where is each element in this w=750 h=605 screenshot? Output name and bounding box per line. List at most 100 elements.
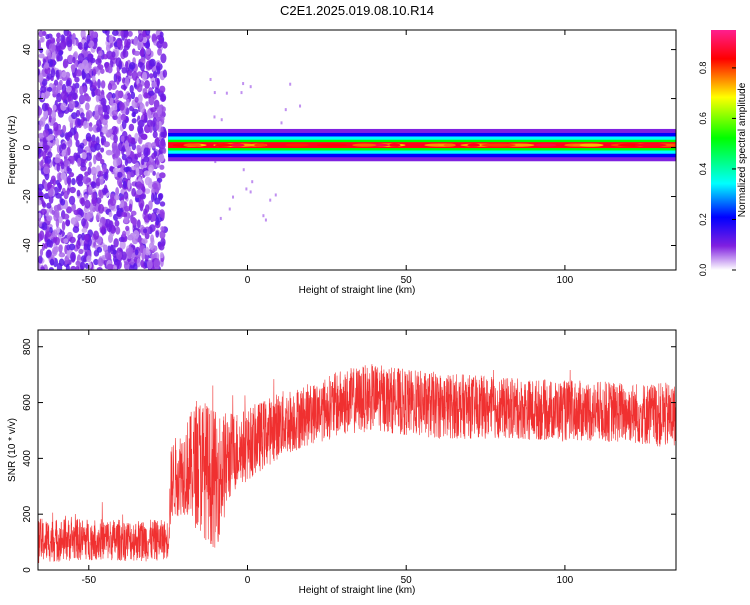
heatmap-cell [53,122,59,132]
heatmap-cell [79,161,86,168]
heatmap-cell [113,73,118,83]
heatmap-cell [159,201,166,207]
heatmap-cell [84,262,90,269]
heatmap-cell [93,258,99,266]
heatmap-cell [161,106,166,113]
heatmap-cell [66,244,71,251]
heatmap-cell [70,265,77,270]
heatmap-cell [91,91,95,98]
heatmap-cell [102,164,107,173]
heatmap-cell [67,30,72,37]
heatmap-cell [46,215,53,222]
heatmap-cell [121,67,127,74]
heatmap-cell [71,202,76,212]
heatmap-cell [150,253,157,259]
heatmap-cell [142,87,148,94]
heatmap-cell [120,251,127,261]
heatmap-cell [213,115,216,119]
heatmap-cell [116,260,122,270]
heatmap-cell [60,162,65,170]
heatmap-cell [114,89,120,100]
heatmap-cell [91,75,96,83]
snr-background [38,330,676,570]
heatmap-y-ticks: -40 -20 0 20 40 [22,44,676,253]
heatmap-cell [113,238,119,248]
y-tick-label: 800 [22,338,33,355]
heatmap-cell [133,50,141,56]
heatmap-cell [119,239,126,250]
heatmap-cell [82,175,90,185]
heatmap-cell [135,189,143,195]
heatmap-cell [158,193,163,201]
heatmap-cell [123,205,131,212]
heatmap-cell [96,119,102,128]
heatmap-cell [85,72,91,83]
heatmap-cell [107,82,113,91]
heatmap-cell [88,40,95,48]
colorbar-ticks: 0.0 0.2 0.4 0.6 0.8 [698,62,736,276]
heatmap-cell [42,202,47,208]
heatmap-cell [84,146,91,152]
heatmap-cell [38,124,42,131]
heatmap-cell [47,182,51,191]
heatmap-cell [147,109,152,120]
heatmap-cell [81,217,86,227]
heatmap-cell [86,255,92,263]
heatmap-cell [63,158,69,168]
heatmap-cell [84,199,91,209]
heatmap-cell [151,192,155,203]
heatmap-cell [157,154,165,163]
heatmap-cell [151,33,157,42]
heatmap-cell [50,37,56,44]
heatmap-cell [40,85,47,94]
heatmap-cell [94,143,101,151]
heatmap-cell [144,232,150,240]
heatmap-cell [38,106,43,116]
heatmap-cell [65,263,70,270]
heatmap-cell [122,94,128,100]
heatmap-cell [143,170,151,177]
heatmap-cell [141,71,148,81]
heatmap-cell [74,82,80,89]
heatmap-cell [72,226,80,233]
heatmap-cell [74,76,80,83]
heatmap-cell [90,166,98,176]
heatmap-cell [55,138,60,146]
heatmap-cell [125,225,130,232]
heatmap-cell [40,266,45,270]
x-tick-label: 50 [401,275,413,286]
heatmap-cell [95,197,102,204]
heatmap-cell [153,258,161,268]
heatmap-cell [100,97,107,106]
heatmap-cell [160,53,167,64]
heatmap-cell [117,75,122,82]
heatmap-cell [123,191,129,200]
heatmap-cell [46,73,52,80]
heatmap-cell [162,147,167,154]
heatmap-cell [40,36,45,43]
heatmap-cell [87,166,92,176]
heatmap-cell [44,67,51,75]
heatmap-cell [65,86,72,93]
heatmap-cell [131,118,137,124]
heatmap-cell [125,146,132,153]
heatmap-cell [102,30,108,34]
y-tick-label: 600 [22,394,33,411]
heatmap-cell [68,195,76,205]
heatmap-cell [72,56,76,64]
heatmap-cell [122,49,129,58]
heatmap-cell [101,126,108,135]
heatmap-cell [41,222,48,231]
heatmap-cell [50,67,56,78]
heatmap-cell [156,159,160,165]
heatmap-panel: -50 0 50 100 -40 -20 0 20 40 Height of straight… [7,29,677,296]
heatmap-cell [289,82,292,86]
heatmap-cell [159,172,166,179]
heatmap-cell [107,65,113,74]
heatmap-cell [125,98,130,107]
heatmap-cell [38,183,44,191]
heatmap-cell [121,153,127,161]
heatmap-cell [214,143,232,147]
heatmap-cell [160,131,166,138]
